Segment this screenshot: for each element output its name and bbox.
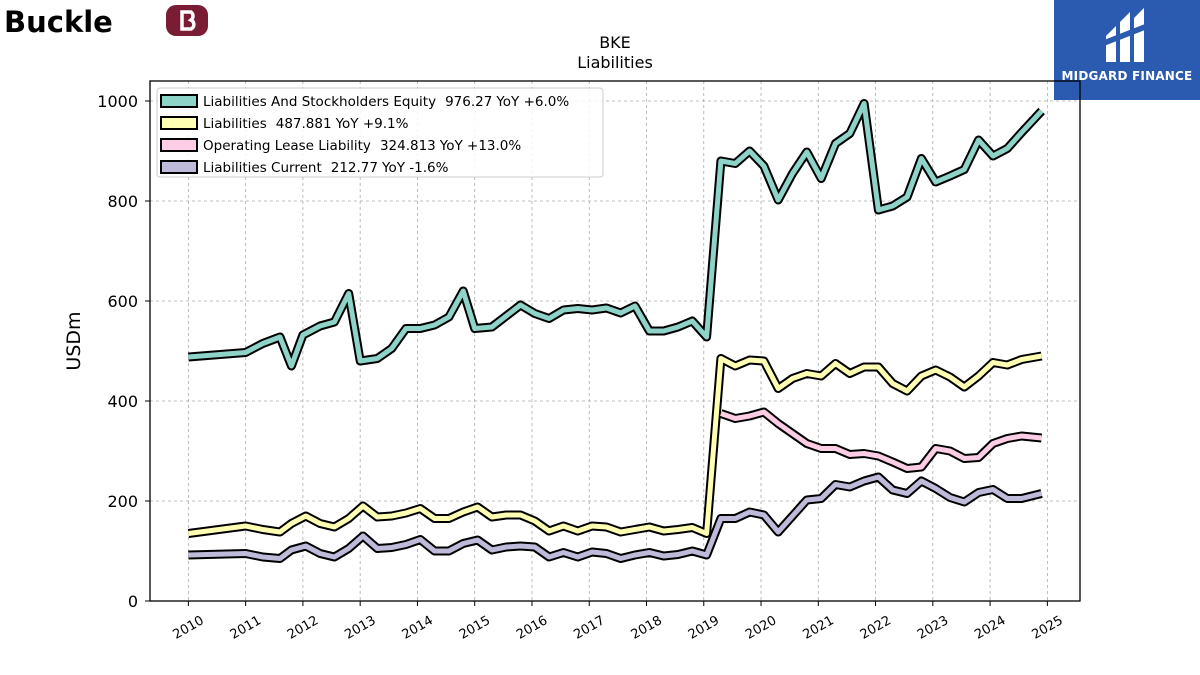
x-tick-label: 2020 [743,613,779,643]
y-tick-label: 800 [107,192,138,211]
plot-frame [149,80,1081,602]
x-tick-label: 2013 [342,613,378,643]
y-axis-label: USDm [63,311,85,370]
chart-subtitle: Liabilities [577,53,653,72]
legend-entry-operating-lease-liability: Operating Lease Liability 324.813 YoY +13.… [203,138,521,154]
legend-box [156,87,604,178]
legend-change: YoY -1.6% [381,160,449,176]
legend-entry-liabilities-and-stockholders-equity: Liabilities And Stockholders Equity 976.2… [203,94,569,110]
x-tick-label: 2014 [400,613,436,643]
series-outline-operating-lease-liability [719,407,1043,473]
series-line-operating-lease-liability [720,409,1042,471]
legend-value: 212.77 [331,160,378,176]
midgard-emblem-icon [1104,8,1150,62]
buckle-logo-text: Buckle [4,5,113,39]
legend-entry-liabilities: Liabilities 487.881 YoY +9.1% [203,116,409,132]
legend-value: 487.881 [276,116,332,132]
x-tick-label: 2019 [686,613,722,643]
series-lines [187,99,1045,563]
series-line-liabilities [188,353,1043,536]
x-tick-label: 2011 [228,613,264,643]
y-tick-label: 1000 [97,92,138,111]
legend-swatch-liabilities [160,116,198,130]
legend-value: 976.27 [445,94,492,110]
legend-swatch-liabilities-and-stockholders-equity [160,94,198,108]
legend-name: Liabilities Current [203,160,322,176]
x-tick-label: 2016 [514,613,550,643]
midgard-finance-logo: MIDGARD FINANCE [1054,0,1200,100]
x-tick-label: 2024 [972,613,1008,643]
series-line-liabilities-and-stockholders-equity [188,101,1044,369]
legend-name: Operating Lease Liability [203,138,371,154]
x-tick-label: 2025 [1030,613,1066,643]
legend-swatch-operating-lease-liability [160,138,198,152]
legend-change: YoY +6.0% [495,94,569,110]
x-tick-label: 2010 [171,613,207,643]
legend-name: Liabilities [203,116,267,132]
x-tick-label: 2018 [629,613,665,643]
midgard-finance-text: MIDGARD FINANCE [1061,69,1193,83]
x-tick-label: 2021 [800,613,836,643]
legend-value: 324.813 [380,138,436,154]
buckle-logo: Buckle [4,4,214,46]
legend-change: YoY +13.0% [439,138,522,154]
legend-swatch-liabilities-current [160,160,198,174]
x-tick-label: 2023 [915,613,951,643]
x-tick-label: 2017 [571,613,607,643]
y-tick-label: 0 [128,592,138,611]
legend-name: Liabilities And Stockholders Equity [203,94,436,110]
y-tick-label: 200 [107,492,138,511]
x-tick-label: 2012 [285,613,321,643]
x-tick-label: 2015 [457,613,493,643]
x-tick-label: 2022 [858,613,894,643]
chart-title: BKE [599,33,631,52]
legend-entry-liabilities-current: Liabilities Current 212.77 YoY -1.6% [203,160,449,176]
y-tick-label: 400 [107,392,138,411]
legend-change: YoY +9.1% [335,116,409,132]
legend: Liabilities And Stockholders Equity 976.2… [156,87,604,178]
buckle-badge-icon [166,5,208,36]
series-line-liabilities-current [188,474,1043,561]
y-tick-label: 600 [107,292,138,311]
